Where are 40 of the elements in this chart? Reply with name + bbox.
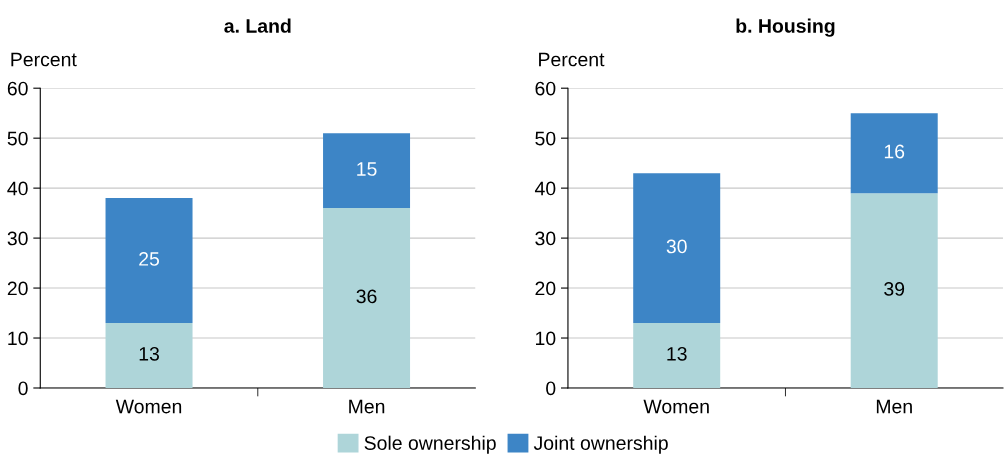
y-tick-label: 30	[535, 231, 556, 246]
data-label: 25	[139, 252, 160, 266]
data-label: 13	[667, 346, 687, 361]
y-tick-label: 0	[18, 381, 28, 396]
data-label: 36	[356, 289, 377, 304]
x-tick-label: Men	[876, 399, 912, 414]
bar	[850, 193, 938, 388]
y-tick-label: 20	[535, 281, 556, 296]
data-label: 16	[884, 144, 905, 159]
x-tick-label: Men	[349, 399, 385, 414]
legend-label: Sole ownership	[364, 435, 496, 454]
bar	[323, 133, 411, 209]
y-tick-label: 60	[7, 81, 28, 96]
data-label: 13	[139, 346, 159, 361]
bar	[850, 113, 938, 194]
y-axis-title: Percent	[539, 52, 605, 67]
y-tick-label: 50	[7, 131, 28, 146]
bar	[105, 198, 193, 324]
y-tick-label: 20	[7, 281, 28, 296]
y-axis-title: Percent	[11, 52, 77, 67]
data-label: 39	[884, 282, 905, 296]
y-tick-label: 30	[7, 231, 28, 246]
y-tick-label: 50	[535, 131, 556, 146]
y-tick-label: 10	[8, 331, 28, 346]
data-label: 15	[357, 162, 377, 176]
y-tick-label: 60	[535, 81, 556, 96]
data-label: 30	[666, 239, 687, 254]
y-tick-label: 10	[536, 331, 556, 346]
y-tick-label: 0	[546, 381, 556, 396]
chart-title: a. Land	[224, 18, 291, 33]
bar	[323, 208, 411, 388]
legend-label: Joint ownership	[533, 435, 668, 454]
bar	[633, 323, 721, 388]
bar	[105, 323, 193, 388]
chart-title: b. Housing	[736, 18, 835, 37]
bar	[633, 173, 721, 324]
y-tick-label: 40	[7, 181, 28, 196]
x-tick-label: Women	[643, 399, 709, 414]
x-tick-label: Women	[115, 399, 182, 414]
y-tick-label: 40	[534, 181, 556, 196]
